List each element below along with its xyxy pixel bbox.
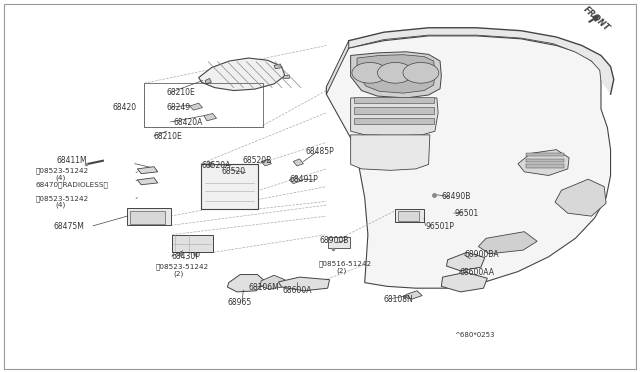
Polygon shape	[227, 275, 266, 292]
Bar	[525, 164, 564, 168]
Text: 68430P: 68430P	[172, 251, 201, 260]
Text: 68520A: 68520A	[202, 161, 231, 170]
Text: Ⓢ08523-51242: Ⓢ08523-51242	[36, 195, 89, 202]
Polygon shape	[326, 41, 349, 94]
Text: 68210E: 68210E	[167, 88, 195, 97]
Polygon shape	[478, 232, 537, 254]
Text: FRONT: FRONT	[582, 4, 612, 33]
Text: 68600AA: 68600AA	[460, 268, 494, 277]
Bar	[354, 118, 434, 124]
Polygon shape	[442, 272, 487, 292]
Polygon shape	[198, 58, 285, 90]
Bar	[354, 97, 434, 103]
Polygon shape	[204, 113, 216, 121]
Text: 68106M: 68106M	[248, 283, 279, 292]
Bar	[525, 158, 564, 162]
Text: 68249: 68249	[167, 103, 191, 112]
Text: 68490B: 68490B	[442, 192, 470, 202]
Polygon shape	[260, 275, 285, 289]
Bar	[200, 164, 258, 209]
Polygon shape	[261, 159, 271, 166]
Bar	[131, 211, 166, 224]
Polygon shape	[205, 78, 211, 84]
Bar	[398, 211, 419, 221]
Circle shape	[403, 62, 439, 83]
Polygon shape	[289, 176, 301, 184]
Text: 68900BA: 68900BA	[465, 250, 499, 259]
Polygon shape	[278, 277, 330, 291]
Polygon shape	[518, 150, 569, 176]
Text: 96501: 96501	[454, 209, 478, 218]
Text: 68420A: 68420A	[173, 118, 202, 127]
Bar	[145, 83, 262, 128]
Polygon shape	[351, 98, 438, 136]
Bar	[328, 237, 350, 247]
Bar	[172, 235, 213, 252]
Polygon shape	[293, 159, 303, 166]
Text: 68475M: 68475M	[53, 222, 84, 231]
Polygon shape	[138, 167, 158, 174]
Text: 68411M: 68411M	[57, 155, 88, 164]
Polygon shape	[404, 291, 422, 299]
Text: 68470〈RADIOLESS〉: 68470〈RADIOLESS〉	[36, 182, 109, 189]
Circle shape	[378, 62, 413, 83]
Text: 68210E: 68210E	[154, 132, 182, 141]
Bar	[525, 153, 564, 156]
Circle shape	[352, 62, 388, 83]
Polygon shape	[357, 55, 435, 93]
Polygon shape	[447, 252, 484, 271]
Text: 68485P: 68485P	[305, 147, 334, 156]
Text: 68491P: 68491P	[290, 176, 319, 185]
Polygon shape	[138, 178, 158, 185]
Text: 68420: 68420	[113, 103, 136, 112]
Polygon shape	[326, 36, 611, 288]
Text: 68965: 68965	[227, 298, 252, 308]
Text: Ⓢ08523-51242: Ⓢ08523-51242	[36, 167, 89, 174]
Text: ^680*0253: ^680*0253	[454, 332, 495, 338]
Text: (4): (4)	[55, 174, 65, 181]
Polygon shape	[555, 179, 606, 216]
Text: (2): (2)	[336, 268, 346, 275]
Text: (4): (4)	[55, 202, 65, 208]
Bar	[127, 208, 171, 225]
Text: 68520B: 68520B	[242, 155, 271, 164]
Polygon shape	[351, 52, 442, 98]
Bar	[354, 107, 434, 114]
Polygon shape	[351, 135, 430, 170]
Text: (2): (2)	[173, 270, 184, 277]
Text: 68520: 68520	[221, 167, 245, 176]
Text: 68900B: 68900B	[320, 236, 349, 245]
Text: 68600A: 68600A	[283, 286, 312, 295]
Bar	[396, 209, 424, 222]
Text: 96501P: 96501P	[426, 222, 454, 231]
Polygon shape	[189, 103, 202, 110]
Polygon shape	[284, 75, 289, 78]
Polygon shape	[274, 64, 282, 69]
Text: Ⓢ08523-51242: Ⓢ08523-51242	[156, 263, 209, 270]
Polygon shape	[349, 28, 614, 94]
Text: Ⓢ08516-51242: Ⓢ08516-51242	[319, 261, 372, 267]
Text: 68108N: 68108N	[384, 295, 413, 304]
